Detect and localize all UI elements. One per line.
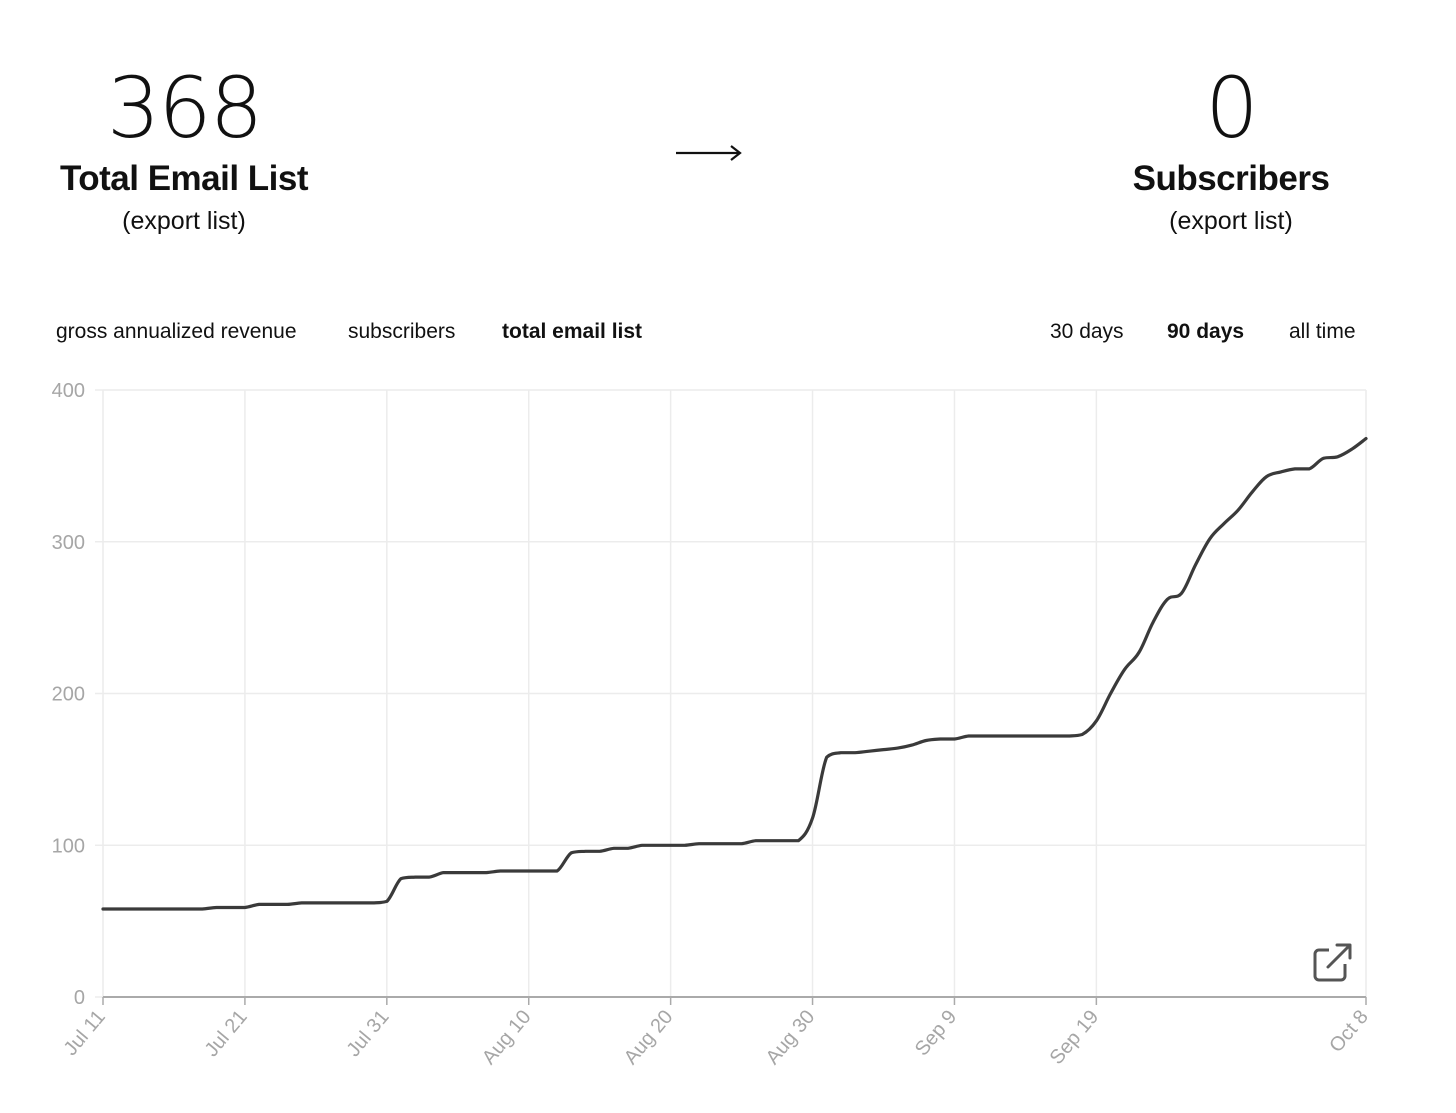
y-tick-label: 400 (52, 380, 85, 402)
total-email-list-value: 368 (106, 59, 263, 157)
x-tick-label: Sep 19 (1046, 1006, 1104, 1069)
x-tick-label: Aug 10 (478, 1006, 536, 1069)
export-subscribers-link[interactable]: (export list) (1169, 207, 1293, 235)
tab-all-time[interactable]: all time (1289, 320, 1356, 343)
tab-subscribers[interactable]: subscribers (348, 320, 456, 343)
tab-total-email-list[interactable]: total email list (502, 320, 643, 343)
x-tick-label: Oct 8 (1325, 1006, 1373, 1057)
axes (95, 389, 1367, 1005)
x-tick-label: Jul 21 (201, 1006, 252, 1061)
tab-90-days[interactable]: 90 days (1167, 320, 1245, 343)
x-tick-label: Jul 11 (60, 1006, 110, 1060)
x-tick-label: Sep 9 (911, 1006, 961, 1060)
x-tick-label: Aug 30 (762, 1006, 820, 1069)
x-tick-label: Jul 31 (342, 1006, 393, 1061)
grid-lines (102, 389, 1367, 997)
y-tick-label: 0 (74, 987, 85, 1009)
tick-labels: 0 100 200 300 400 Jul 11 Jul 21 Jul 31 Aug 10 Aug… (52, 380, 1373, 1069)
y-tick-label: 300 (52, 532, 85, 554)
x-tick-label: Aug 20 (620, 1006, 678, 1069)
total-email-list-stat: 368 Total Email List (export list) (0, 58, 394, 236)
y-tick-label: 200 (52, 684, 85, 706)
total-email-list-label: Total Email List (59, 159, 309, 198)
total-email-list-line (101, 437, 1368, 911)
series-layer (101, 437, 1368, 911)
arrow-right-icon (676, 145, 742, 161)
tab-30-days[interactable]: 30 days (1050, 320, 1124, 343)
subscribers-label: Subscribers (1132, 159, 1330, 198)
tab-gross-annualized-revenue[interactable]: gross annualized revenue (56, 320, 297, 343)
subscribers-value: 0 (1205, 59, 1258, 157)
export-email-list-link[interactable]: (export list) (122, 207, 246, 235)
external-link-icon[interactable] (1311, 940, 1355, 984)
subscribers-stat: 0 Subscribers (export list) (1021, 58, 1441, 236)
y-tick-label: 100 (52, 835, 85, 857)
